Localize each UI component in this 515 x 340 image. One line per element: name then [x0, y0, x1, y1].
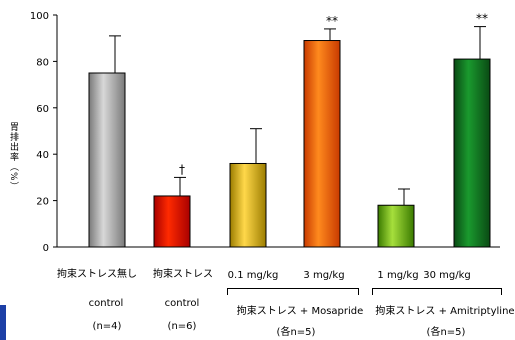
bar [377, 204, 415, 248]
edge-decoration [0, 305, 6, 340]
label-group-1-name: 拘束ストレス無し [57, 269, 137, 280]
label-group-1-n: (n=4) [92, 321, 122, 332]
y-tick-label: 80 [36, 57, 49, 68]
bar [303, 40, 341, 248]
y-tick-label: 20 [36, 197, 49, 208]
bar [88, 72, 126, 248]
bar [229, 162, 267, 248]
label-amitriptyline-dose-1: 1 mg/kg [377, 270, 419, 281]
label-amitriptyline-group: 拘束ストレス + Amitriptyline [375, 306, 515, 317]
label-mosapride-group: 拘束ストレス + Mosapride [236, 306, 364, 317]
mosapride-bracket [227, 288, 359, 295]
significance-mark: † [179, 162, 185, 176]
label-mosapride-dose-1: 0.1 mg/kg [227, 270, 279, 281]
bar [153, 195, 191, 248]
significance-mark: ** [326, 14, 338, 28]
label-amitriptyline-n: (各n=5) [426, 327, 466, 338]
y-axis-label: 胃排出率（%） [8, 122, 18, 192]
label-group-1-sub: control [88, 298, 124, 309]
label-group-2-name: 拘束ストレス [153, 269, 213, 280]
significance-mark: ** [476, 12, 488, 26]
label-amitriptyline-dose-2: 30 mg/kg [423, 270, 471, 281]
amitriptyline-bracket [372, 288, 502, 295]
y-tick-label: 100 [30, 11, 49, 22]
label-mosapride-n: (各n=5) [276, 327, 316, 338]
y-tick-label: 60 [36, 104, 49, 115]
label-group-2-n: (n=6) [167, 321, 197, 332]
y-tick-label: 40 [36, 150, 49, 161]
label-mosapride-dose-2: 3 mg/kg [303, 270, 345, 281]
y-tick-label: 0 [43, 243, 49, 254]
label-group-2-sub: control [164, 298, 200, 309]
bar [453, 58, 491, 248]
